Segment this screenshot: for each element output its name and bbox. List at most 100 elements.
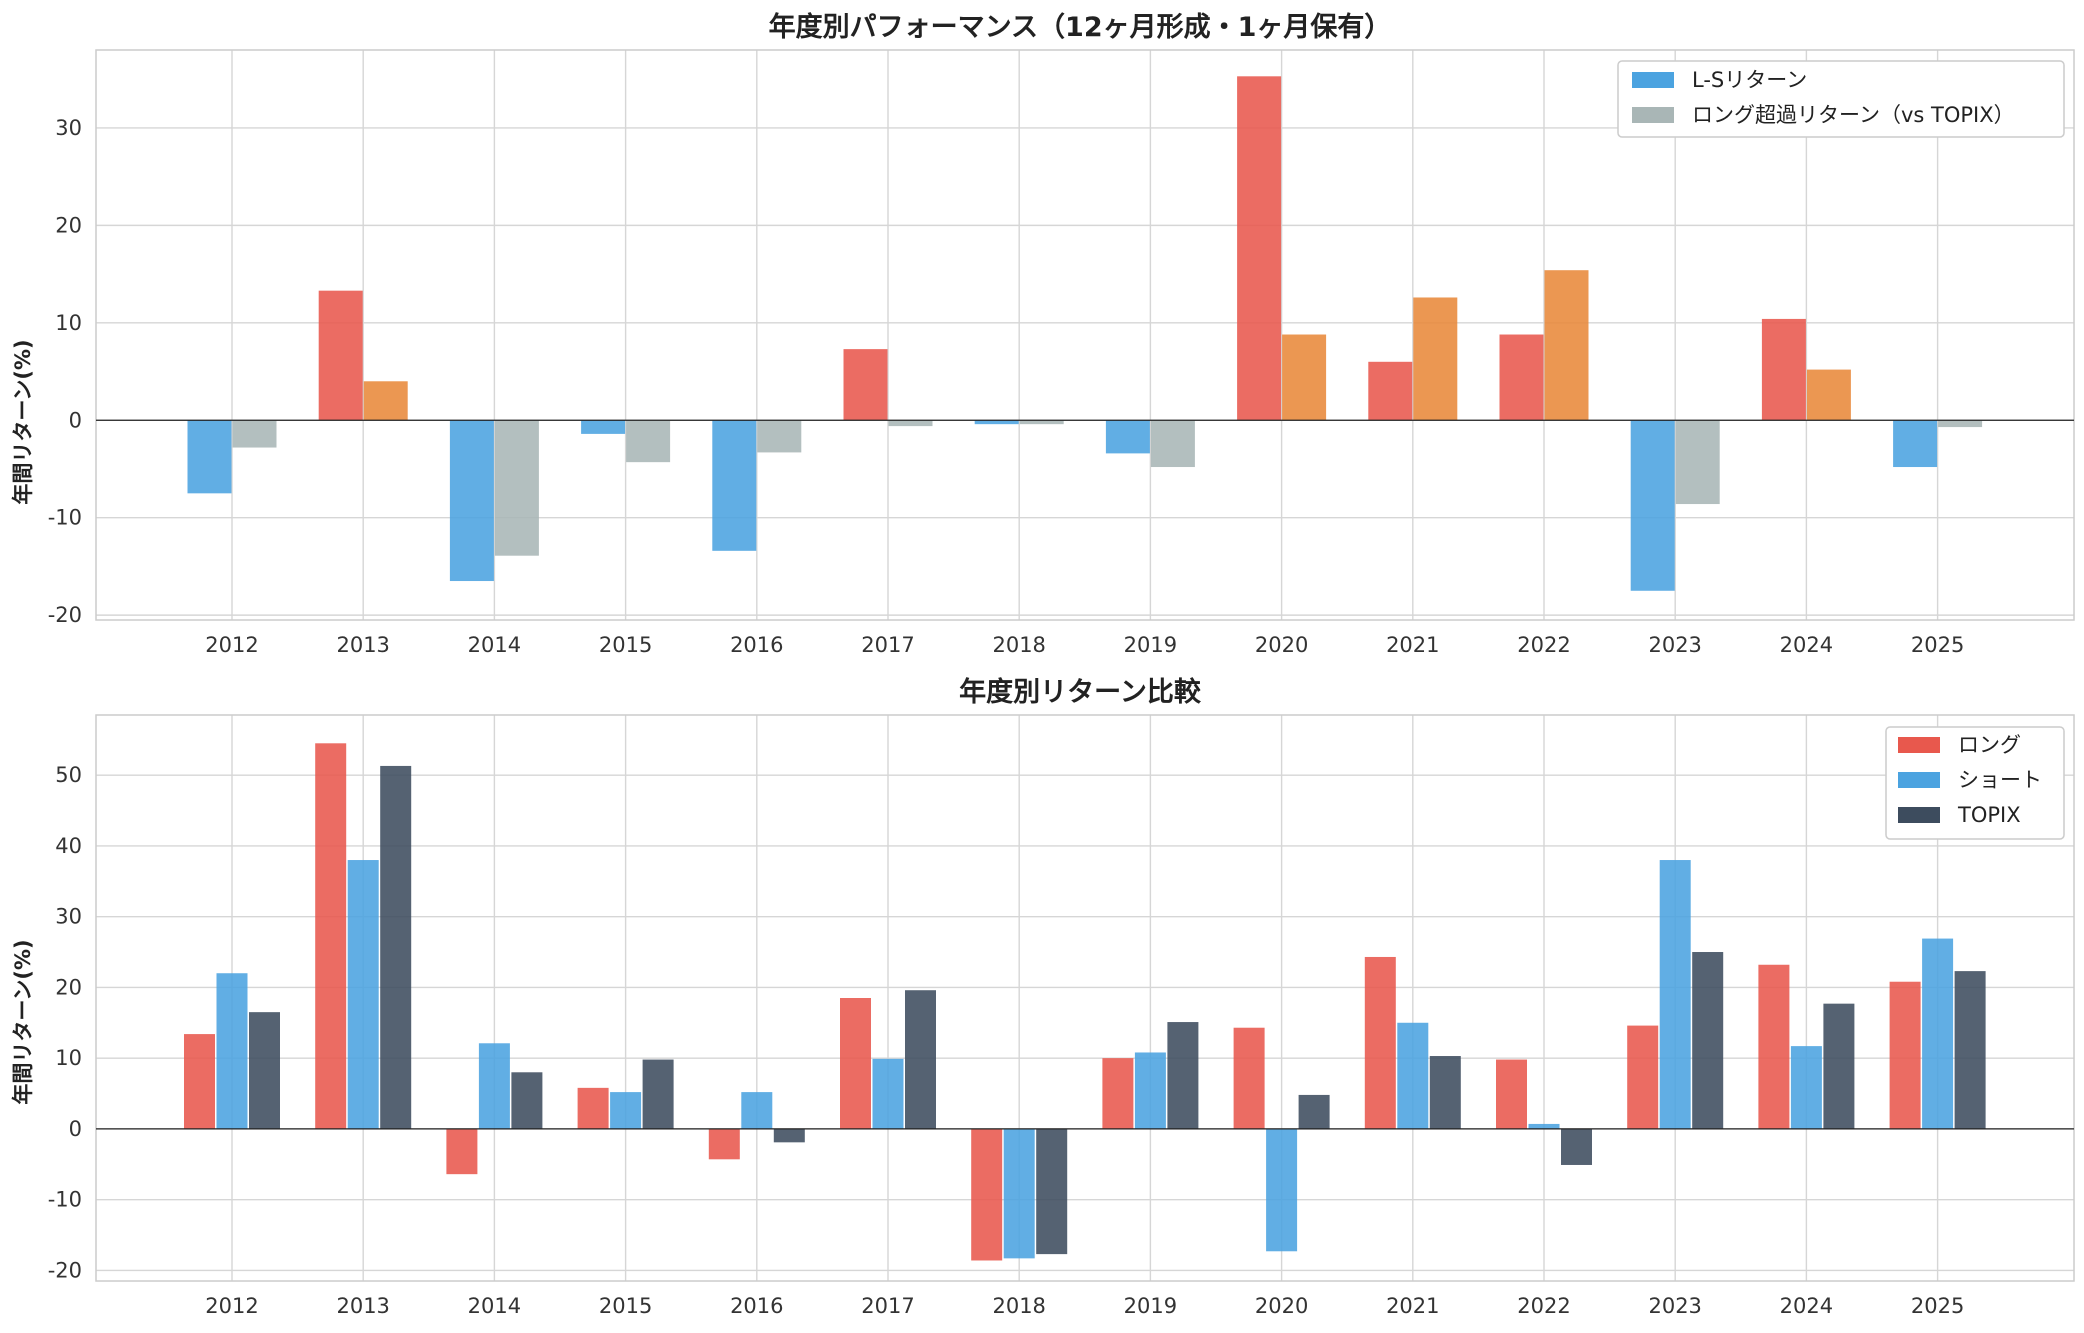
y-tick-label: 10 [55, 1046, 82, 1070]
bar-2015-3 [642, 1059, 674, 1129]
bar-2020-2 [1282, 334, 1327, 421]
y-tick-label: 0 [69, 408, 82, 432]
bar-2013-1 [318, 290, 363, 421]
legend-box [1617, 60, 2065, 138]
legend-label-ls: L-Sリターン [1692, 68, 1807, 92]
x-tick-label: 2018 [992, 633, 1045, 657]
bar-2012-2 [232, 420, 277, 448]
chart-title: 年度別リターン比較 [959, 676, 1202, 708]
bar-2018-3 [1036, 1128, 1068, 1255]
y-tick-label: 30 [55, 116, 82, 140]
bar-2013-3 [380, 765, 412, 1129]
bar-2025-3 [1954, 971, 1986, 1129]
bars [184, 743, 1986, 1261]
bar-2017-2 [872, 1058, 904, 1129]
plot-frame [95, 714, 2075, 1282]
x-tick-label: 2016 [730, 633, 783, 657]
bar-2020-1 [1233, 1027, 1265, 1129]
bar-2012-2 [216, 973, 248, 1129]
x-tick-label: 2014 [468, 1294, 521, 1318]
bar-2023-2 [1675, 420, 1720, 505]
x-tick-label: 2021 [1386, 1294, 1439, 1318]
bar-2022-1 [1499, 334, 1544, 421]
bar-2017-1 [840, 998, 871, 1129]
bar-2022-2 [1528, 1123, 1560, 1129]
bar-2016-2 [741, 1092, 773, 1129]
return-comparison-chart: 年度別リターン比較 年間リターン(%) -20 -10 0 10 20 30 40 50 20… [11, 676, 2075, 1318]
x-tick-label: 2024 [1780, 1294, 1833, 1318]
bar-2013-1 [315, 743, 347, 1129]
bar-2017-1 [843, 349, 888, 421]
y-tick-label: -20 [48, 1258, 82, 1282]
x-tick-labels: 2012 2013 2014 2015 2016 2017 2018 2019 2020 2021… [205, 1294, 1964, 1318]
x-tick-label: 2015 [599, 633, 652, 657]
bars [187, 76, 1983, 591]
bar-2024-1 [1761, 318, 1806, 421]
bar-2022-1 [1496, 1059, 1527, 1129]
bar-2023-1 [1627, 1025, 1659, 1129]
legend-swatch-long [1898, 737, 1940, 753]
x-tick-label: 2025 [1911, 633, 1964, 657]
x-tick-label: 2023 [1648, 633, 1701, 657]
bar-2016-1 [708, 1128, 740, 1160]
bar-2015-1 [577, 1087, 609, 1129]
bar-2025-1 [1893, 420, 1938, 468]
bar-2013-2 [347, 860, 379, 1129]
x-tick-label: 2018 [992, 1294, 1045, 1318]
bar-2015-2 [626, 420, 671, 463]
x-tick-label: 2019 [1124, 633, 1177, 657]
bar-2023-2 [1659, 860, 1691, 1129]
bar-2019-2 [1134, 1052, 1166, 1129]
y-tick-labels: -20 -10 0 10 20 30 40 50 [48, 763, 82, 1282]
bar-2018-1 [974, 420, 1019, 425]
bar-2018-2 [1019, 420, 1064, 425]
bar-2014-1 [446, 1128, 478, 1175]
x-tick-label: 2016 [730, 1294, 783, 1318]
legend-swatch-short [1898, 772, 1940, 788]
x-tick-label: 2025 [1911, 1294, 1964, 1318]
bar-2016-2 [757, 420, 802, 453]
bar-2014-2 [494, 420, 539, 556]
bar-2016-3 [773, 1128, 805, 1143]
x-tick-label: 2017 [861, 633, 914, 657]
y-axis-label: 年間リターン(%) [11, 939, 35, 1104]
x-tick-label: 2015 [599, 1294, 652, 1318]
x-tick-label: 2020 [1255, 633, 1308, 657]
legend: ロング ショート TOPIX [1885, 726, 2065, 840]
chart-title: 年度別パフォーマンス（12ヶ月形成・1ヶ月保有） [769, 11, 1392, 43]
y-tick-label: 0 [69, 1117, 82, 1141]
bar-2018-1 [971, 1128, 1003, 1261]
x-tick-label: 2013 [336, 1294, 389, 1318]
bar-2024-2 [1790, 1046, 1822, 1129]
x-tick-label: 2017 [861, 1294, 914, 1318]
legend-swatch-excess [1632, 107, 1674, 123]
bar-2024-3 [1823, 1003, 1855, 1129]
bar-2023-1 [1630, 420, 1675, 591]
x-tick-label: 2021 [1386, 633, 1439, 657]
bar-2014-2 [478, 1043, 510, 1129]
bar-2012-1 [187, 420, 232, 494]
y-tick-label: 30 [55, 905, 82, 929]
bar-2015-1 [581, 420, 626, 434]
bar-2024-2 [1806, 369, 1851, 421]
x-tick-labels: 2012 2013 2014 2015 2016 2017 2018 2019 2020 2021… [205, 633, 1964, 657]
bar-2022-2 [1544, 270, 1589, 421]
x-tick-label: 2022 [1517, 633, 1570, 657]
legend-label-short: ショート [1958, 768, 2042, 792]
bar-2019-3 [1167, 1022, 1199, 1129]
legend-swatch-topix [1898, 807, 1940, 823]
y-axis-label: 年間リターン(%) [11, 339, 35, 504]
legend-label-topix: TOPIX [1957, 803, 2021, 827]
legend-label-excess: ロング超過リターン（vs TOPIX） [1692, 103, 2015, 127]
bar-2021-1 [1368, 361, 1413, 421]
x-tick-label: 2013 [336, 633, 389, 657]
y-tick-label: 20 [55, 213, 82, 237]
y-tick-label: -20 [48, 603, 82, 627]
y-tick-label: 40 [55, 834, 82, 858]
bar-2019-1 [1105, 420, 1150, 454]
bar-2021-3 [1429, 1056, 1461, 1129]
bar-2020-2 [1266, 1128, 1298, 1252]
y-tick-label: -10 [48, 506, 82, 530]
bar-2019-1 [1102, 1058, 1134, 1129]
